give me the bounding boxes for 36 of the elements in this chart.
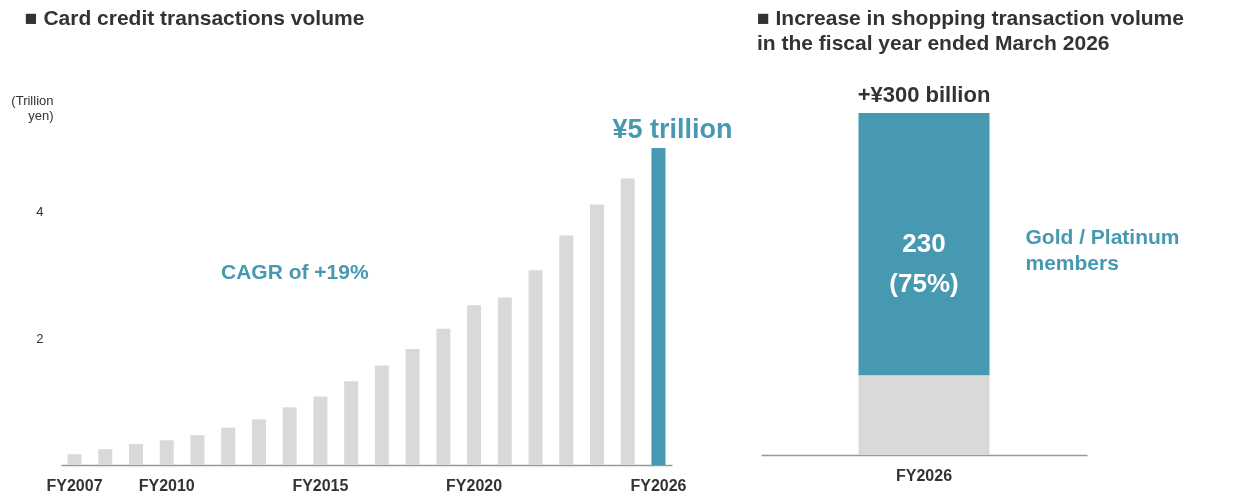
bar: [128, 444, 143, 465]
bar: [467, 305, 482, 465]
x-tick-label: FY2010: [138, 476, 195, 493]
bar: [528, 270, 543, 465]
bar: [282, 407, 297, 465]
data-label: 230 (75%): [889, 228, 959, 299]
bar: [251, 419, 266, 465]
bar: [190, 435, 205, 465]
bar: [344, 381, 359, 465]
bar: [590, 204, 605, 465]
total-label: +¥300 billion: [857, 82, 991, 107]
bar: [67, 454, 82, 465]
y-axis-title: (Trillion yen): [11, 92, 54, 123]
bar: [651, 148, 666, 465]
series-label: Gold / Platinum members: [1025, 225, 1180, 275]
bar: [620, 178, 635, 465]
bar: [436, 328, 451, 465]
bar: [559, 235, 574, 465]
bar: [221, 427, 236, 465]
bar: [374, 365, 389, 465]
bar: [98, 449, 113, 465]
x-tick-label: FY2026: [630, 476, 687, 493]
bar: [497, 297, 512, 465]
x-tick-label: FY2015: [292, 476, 349, 493]
y-tick-label: 4: [36, 203, 44, 219]
annotation: CAGR of +19%: [221, 260, 369, 283]
bar: [405, 348, 420, 465]
bar: [313, 396, 328, 465]
bar: [159, 440, 174, 465]
chart-title: ■ Increase in shopping transaction volume in the fiscal year ended March 2026: [757, 6, 1184, 54]
chart-title: ■ Card credit transactions volume: [24, 6, 365, 29]
x-tick-label: FY2020: [446, 476, 503, 493]
y-tick-label: 2: [36, 330, 44, 346]
annotation: ¥5 trillion: [612, 114, 733, 144]
x-tick-label: FY2026: [895, 466, 953, 484]
x-tick-label: FY2007: [46, 476, 103, 493]
